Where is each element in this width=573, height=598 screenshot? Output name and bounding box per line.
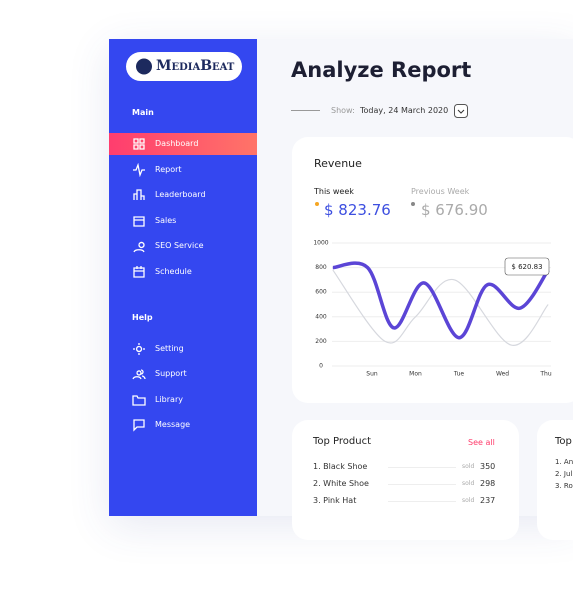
menu-icon xyxy=(133,266,145,278)
show-label: Show: xyxy=(331,106,355,115)
menu-item[interactable]: Sales xyxy=(155,215,177,225)
menu-item[interactable]: Library xyxy=(155,394,183,404)
menu-item[interactable]: Dashboard xyxy=(155,139,199,148)
page-title: Analyze Report xyxy=(291,58,472,82)
product-name: 2. White Shoe xyxy=(313,479,369,488)
menu-icon xyxy=(133,242,145,253)
product-name: 3. Pink Hat xyxy=(313,496,357,505)
logo-icon xyxy=(136,58,152,75)
menu-item[interactable]: Support xyxy=(155,369,187,379)
section-title: Help xyxy=(132,312,153,322)
see-all-link[interactable]: See all xyxy=(468,438,495,447)
sold-label: sold xyxy=(462,463,475,470)
dot xyxy=(315,202,319,206)
revenue-title: Revenue xyxy=(314,157,362,170)
menu-item[interactable]: Leaderboard xyxy=(155,190,206,200)
logo[interactable]: MediaBeat xyxy=(126,52,242,81)
section-title: Main xyxy=(132,108,154,117)
product-name: 3. Ro xyxy=(555,482,573,490)
sold-label: sold xyxy=(462,497,475,504)
sold-value: 237 xyxy=(480,496,496,505)
previous-week-value: $ 676.90 xyxy=(421,201,488,219)
revenue-card xyxy=(292,137,573,403)
menu-icon xyxy=(133,162,145,177)
previous-week-label: Previous Week xyxy=(411,187,470,196)
row-line xyxy=(388,484,456,485)
sold-value: 298 xyxy=(480,479,496,488)
logo-text: MediaBeat xyxy=(156,58,235,74)
dot xyxy=(411,202,415,206)
menu-icon xyxy=(132,369,146,380)
row-line xyxy=(388,467,456,468)
top-product-card xyxy=(292,420,519,540)
product-name: 2. Jul xyxy=(555,470,573,478)
this-week-value: $ 823.76 xyxy=(324,201,391,219)
menu-icon xyxy=(132,395,146,406)
menu-item[interactable]: Schedule xyxy=(155,267,192,276)
menu-icon xyxy=(133,342,145,355)
sold-value: 350 xyxy=(480,462,496,471)
sidebar: MediaBeat Main Dashboard Report Leaderboard… xyxy=(109,39,257,516)
sold-label: sold xyxy=(462,480,475,487)
menu-item[interactable]: Setting xyxy=(155,343,184,353)
menu-icon xyxy=(133,216,145,227)
second-card xyxy=(537,420,573,540)
menu-item[interactable]: Report xyxy=(155,164,182,174)
menu-icon xyxy=(133,419,145,432)
top-product-title: Top Product xyxy=(313,436,372,447)
active-highlight xyxy=(109,133,257,155)
menu-icon xyxy=(133,189,145,201)
menu-icon xyxy=(133,138,145,150)
row-line xyxy=(388,501,456,502)
menu-item[interactable]: SEO Service xyxy=(155,241,204,251)
second-card-title: Top xyxy=(555,436,572,447)
product-name: 1. And xyxy=(555,458,573,466)
date-dropdown[interactable] xyxy=(454,104,469,119)
date: Today, 24 March 2020 xyxy=(360,106,449,115)
divider xyxy=(291,110,320,111)
product-name: 1. Black Shoe xyxy=(313,462,368,471)
menu-item[interactable]: Message xyxy=(155,420,191,430)
this-week-label: This week xyxy=(314,187,354,196)
